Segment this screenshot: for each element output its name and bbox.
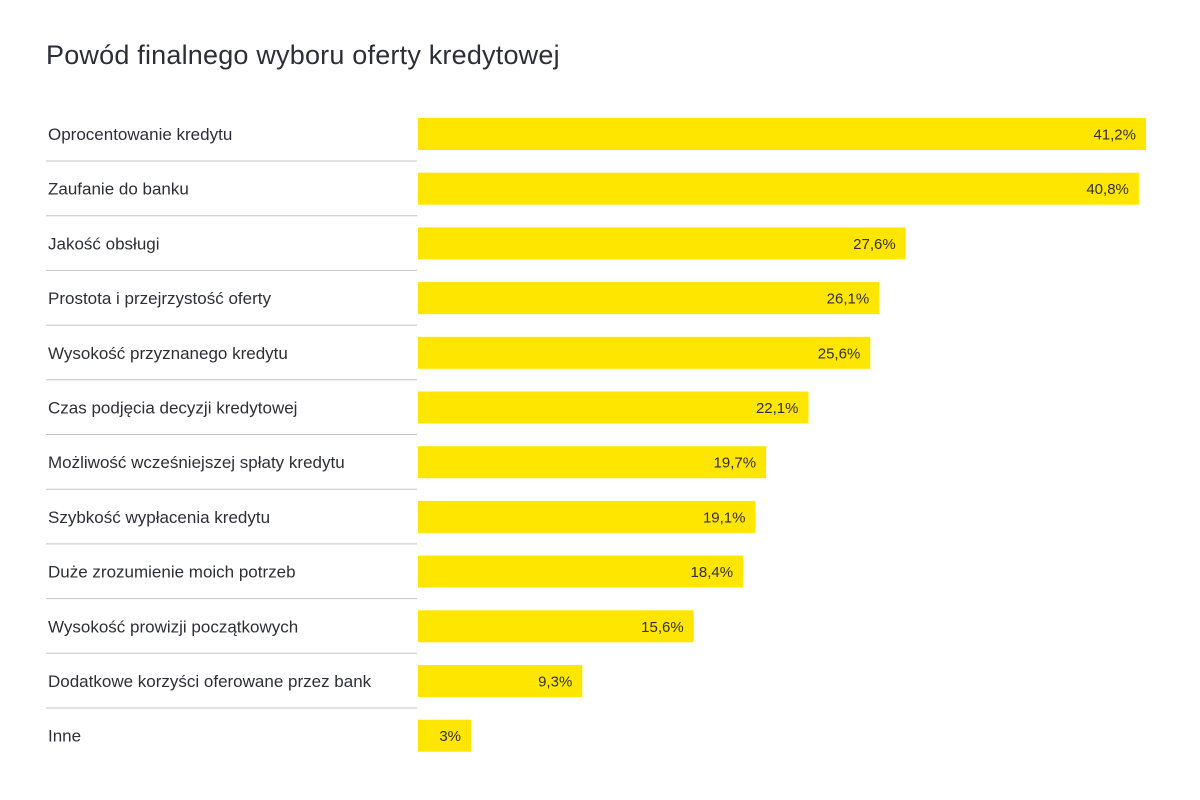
bar-4	[418, 282, 880, 315]
category-label: Zaufanie do banku	[48, 180, 189, 199]
bar-2	[418, 172, 1139, 205]
value-label: 3%	[439, 728, 461, 745]
chart-title: Powód finalnego wyboru oferty kredytowej	[46, 40, 560, 70]
bar-6	[418, 391, 809, 424]
category-label: Czas podjęcia decyzji kredytowej	[48, 399, 297, 418]
value-label: 22,1%	[756, 400, 799, 417]
bar-10	[418, 610, 694, 643]
category-label: Szybkość wypłacenia kredytu	[48, 508, 270, 527]
bar-7	[418, 446, 767, 479]
category-label: Jakość obsługi	[48, 234, 160, 253]
value-label: 18,4%	[691, 564, 734, 581]
bar-1	[418, 118, 1146, 150]
category-label: Dodatkowe korzyści oferowane przez bank	[48, 672, 372, 691]
value-label: 15,6%	[641, 619, 684, 636]
category-label: Możliwość wcześniejszej spłaty kredytu	[48, 453, 345, 472]
bar-11	[418, 665, 583, 697]
bar-8	[418, 500, 756, 533]
category-label: Wysokość prowizji początkowych	[48, 617, 298, 636]
value-label: 19,7%	[714, 455, 757, 472]
value-label: 25,6%	[818, 345, 861, 362]
value-label: 19,1%	[703, 509, 746, 526]
value-label: 41,2%	[1093, 127, 1136, 144]
value-label: 27,6%	[853, 236, 896, 253]
category-label: Wysokość przyznanego kredytu	[48, 344, 288, 363]
category-label: Duże zrozumienie moich potrzeb	[48, 563, 296, 582]
category-label: Prostota i przejrzystość oferty	[48, 289, 271, 308]
value-label: 9,3%	[538, 674, 572, 691]
bar-9	[418, 555, 744, 588]
bar-3	[418, 227, 906, 260]
category-label: Oprocentowanie kredytu	[48, 125, 232, 144]
value-label: 40,8%	[1086, 181, 1129, 198]
bar-12	[418, 719, 471, 752]
bar-5	[418, 336, 871, 369]
category-label: Inne	[48, 727, 81, 746]
value-label: 26,1%	[827, 291, 870, 308]
